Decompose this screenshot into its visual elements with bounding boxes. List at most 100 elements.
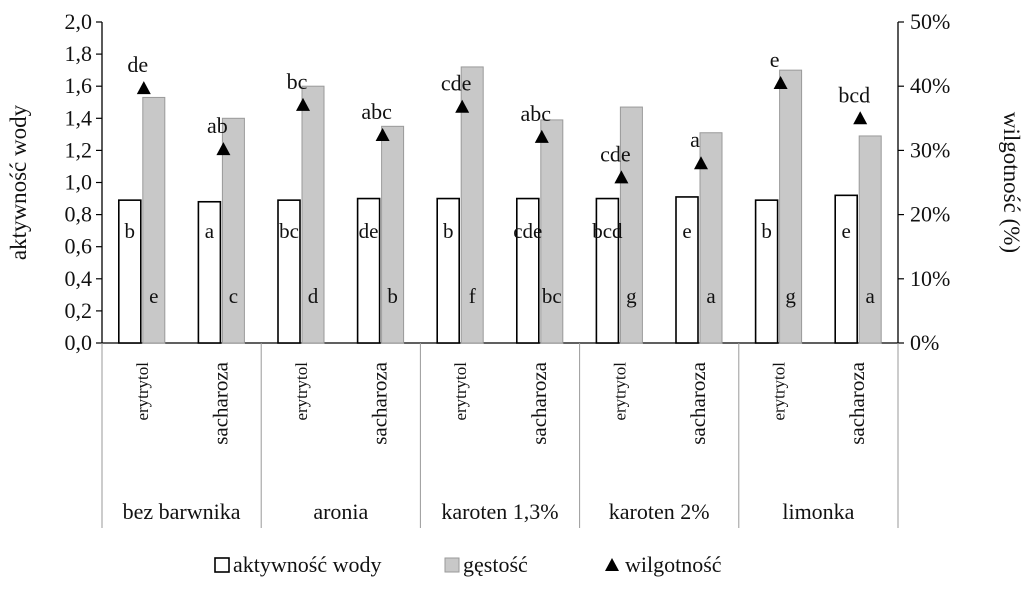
bar-aktywnosc-wody [595, 197, 620, 344]
x-subcategory-label: sacharoza [208, 361, 232, 444]
label-gestosc: e [149, 284, 158, 308]
x-axis-categories: erytrytol sacharoza erytrytol sacharoza eryt… [101, 343, 899, 528]
left-tick-label: 1,6 [65, 73, 93, 98]
label-gestosc: c [229, 284, 238, 308]
left-tick-label: 1,2 [65, 137, 93, 162]
label-aktywnosc-wody: b [125, 219, 136, 243]
label-gestosc: bc [542, 284, 562, 308]
bar-aktywnosc-wody [118, 199, 142, 344]
bar-gestosc [301, 85, 325, 344]
label-wilgotnosc: abc [521, 101, 552, 126]
label-gestosc: a [706, 284, 716, 308]
label-wilgotnosc: cde [441, 71, 472, 96]
legend-label-wilgotnosc: wilgotność [625, 552, 722, 577]
right-tick-label: 20% [910, 202, 950, 227]
label-aktywnosc-wody: b [761, 219, 772, 243]
x-subcategory-label: erytrytol [610, 362, 629, 421]
marker-wilgotnosc [773, 75, 788, 89]
bar-gestosc [460, 66, 484, 344]
bar-gestosc [619, 106, 643, 344]
bar-aktywnosc-wody [197, 200, 222, 344]
marker-wilgotnosc [136, 81, 151, 95]
x-subcategory-label: sacharoza [527, 361, 551, 444]
bar-aktywnosc-wody [436, 197, 461, 344]
label-aktywnosc-wody: bc [279, 219, 299, 243]
label-wilgotnosc: ab [207, 113, 228, 138]
x-subcategory-label: erytrytol [292, 362, 311, 421]
label-aktywnosc-wody: b [443, 219, 454, 243]
marker-wilgotnosc [375, 127, 390, 141]
label-wilgotnosc: e [770, 47, 780, 72]
label-aktywnosc-wody: cde [513, 219, 542, 243]
marker-wilgotnosc [455, 99, 470, 113]
label-gestosc: g [785, 284, 796, 308]
label-wilgotnosc: cde [600, 141, 631, 166]
label-gestosc: a [866, 284, 876, 308]
x-subcategory-label: erytrytol [770, 362, 789, 421]
label-wilgotnosc: de [127, 52, 148, 77]
label-aktywnosc-wody: a [205, 219, 215, 243]
left-tick-label: 0,6 [65, 234, 93, 259]
bar-aktywnosc-wody [675, 196, 699, 344]
legend-swatch-gestosc [444, 557, 460, 573]
x-subcategory-label: sacharoza [368, 361, 392, 444]
bar-aktywnosc-wody [515, 197, 540, 344]
legend-marker-wilgotnosc [605, 558, 619, 571]
x-group-label: limonka [782, 499, 854, 524]
label-aktywnosc-wody: e [842, 219, 851, 243]
legend-swatch-aktywnosc-wody [214, 557, 230, 573]
x-subcategory-label: sacharoza [845, 361, 869, 444]
right-tick-label: 0% [910, 330, 939, 355]
label-aktywnosc-wody: bcd [592, 219, 623, 243]
bar-gestosc [142, 96, 166, 344]
left-tick-label: 0,8 [65, 202, 93, 227]
x-group-label: karoten 1,3% [441, 499, 558, 524]
bar-gestosc [540, 119, 564, 344]
left-tick-label: 1,8 [65, 41, 93, 66]
label-gestosc: b [387, 284, 398, 308]
label-gestosc: f [469, 284, 476, 308]
label-gestosc: g [626, 284, 637, 308]
x-group-label: aronia [313, 499, 368, 524]
legend-label-gestosc: gęstość [463, 552, 528, 577]
label-wilgotnosc: a [690, 127, 700, 152]
markers-layer [136, 75, 868, 184]
x-subcategory-label: erytrytol [451, 362, 470, 421]
label-wilgotnosc: bcd [838, 82, 870, 107]
bar-gestosc [221, 117, 245, 344]
x-group-label: bez barwnika [123, 499, 241, 524]
bar-gestosc [779, 69, 803, 344]
legend: aktywność wody gęstość wilgotność [214, 552, 722, 577]
right-tick-label: 50% [910, 9, 950, 34]
left-tick-label: 1,0 [65, 170, 93, 195]
label-wilgotnosc: bc [287, 69, 308, 94]
legend-label-aktywnosc-wody: aktywność wody [233, 552, 381, 577]
data-labels-layer: bedeacabbcdbcdebabcbfcdecdebcabcbcdgcdee… [125, 47, 876, 308]
left-tick-label: 2,0 [65, 9, 93, 34]
x-subcategory-label: sacharoza [686, 361, 710, 444]
bar-aktywnosc-wody [754, 199, 779, 344]
left-tick-label: 0,0 [65, 330, 93, 355]
right-tick-label: 30% [910, 137, 950, 162]
marker-wilgotnosc [614, 170, 629, 184]
x-group-label: karoten 2% [609, 499, 710, 524]
left-axis-title: aktywność wody [6, 104, 31, 260]
label-aktywnosc-wody: e [682, 219, 691, 243]
bar-aktywnosc-wody [834, 194, 859, 344]
marker-wilgotnosc [216, 142, 231, 156]
bar-gestosc [381, 125, 405, 344]
label-gestosc: d [308, 284, 319, 308]
marker-wilgotnosc [534, 129, 549, 143]
x-subcategory-label: erytrytol [133, 362, 152, 421]
bar-aktywnosc-wody [277, 199, 301, 344]
right-tick-label: 40% [910, 73, 950, 98]
bar-aktywnosc-wody [356, 197, 381, 344]
left-tick-label: 1,4 [65, 105, 93, 130]
left-tick-label: 0,2 [65, 298, 93, 323]
right-axis-title: wilgotność (%) [999, 112, 1024, 253]
left-tick-label: 0,4 [65, 266, 93, 291]
marker-wilgotnosc [694, 156, 708, 170]
right-tick-label: 10% [910, 266, 950, 291]
bar-gestosc [858, 135, 882, 344]
